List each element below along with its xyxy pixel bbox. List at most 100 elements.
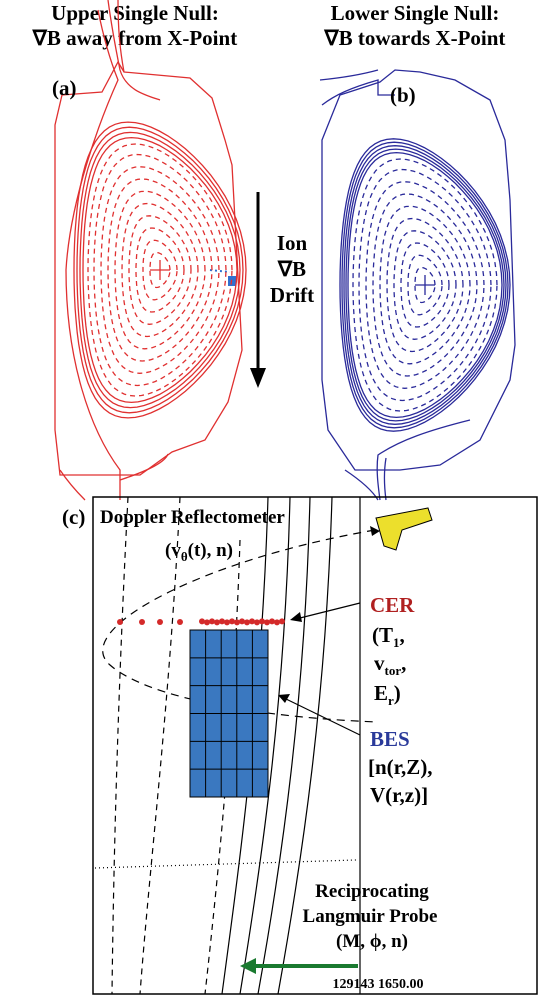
bes-arrow bbox=[283, 697, 361, 736]
flux-surface-dashed bbox=[365, 181, 485, 389]
text-part: (T bbox=[372, 623, 393, 647]
vessel-wall bbox=[321, 69, 516, 471]
cer-dot bbox=[279, 618, 285, 625]
flux-dashed bbox=[111, 496, 129, 995]
text-part: (v bbox=[165, 540, 181, 561]
cer-dot bbox=[244, 619, 250, 626]
flux-surface-dashed bbox=[100, 166, 220, 374]
panel-c-plot bbox=[94, 496, 379, 995]
flux-surface bbox=[73, 121, 247, 419]
panel-b-label: (b) bbox=[390, 83, 416, 107]
doppler-title: Doppler Reflectometer bbox=[100, 507, 285, 528]
drift-label: Drift bbox=[270, 283, 314, 307]
flux-dashed bbox=[139, 496, 181, 995]
cer-dot bbox=[199, 618, 205, 625]
panel-b-title: Lower Single Null: bbox=[331, 1, 500, 25]
probe-line: Reciprocating bbox=[315, 881, 429, 902]
flux-surface bbox=[79, 131, 241, 409]
shot-number: 129143 1650.00 bbox=[333, 977, 424, 992]
panel-c-label: (c) bbox=[62, 505, 85, 529]
cer-chords bbox=[117, 618, 285, 626]
cer-dot bbox=[249, 618, 255, 625]
flux-solid bbox=[277, 496, 333, 995]
flux-surface-dashed bbox=[407, 254, 443, 316]
cer-dot bbox=[254, 619, 260, 626]
flux-surface-dashed bbox=[93, 153, 227, 387]
cer-dot bbox=[234, 619, 240, 626]
text-part: , bbox=[401, 651, 406, 675]
panel-b-subtitle: ∇B towards X-Point bbox=[324, 26, 506, 50]
cer-dot bbox=[269, 618, 275, 625]
flux-surface-dashed bbox=[386, 217, 464, 353]
subscript: θ bbox=[181, 549, 188, 564]
flux-surface-dashed bbox=[87, 143, 233, 397]
cer-dot bbox=[204, 619, 210, 626]
flux-surface bbox=[82, 136, 238, 404]
flux-surface-dashed bbox=[128, 215, 192, 325]
cer-dot bbox=[229, 618, 235, 625]
flux-surface bbox=[339, 138, 511, 432]
panel-a-plot bbox=[54, 0, 247, 501]
subscript: 1 bbox=[393, 635, 400, 650]
probe-line: Langmuir Probe bbox=[303, 906, 438, 927]
divertor-leg bbox=[117, 0, 125, 73]
bes-line: [n(r,Z), bbox=[368, 755, 433, 779]
flux-line bbox=[65, 9, 121, 500]
cer-dot bbox=[209, 618, 215, 625]
flux-line bbox=[321, 79, 395, 106]
cer-line: vtor, bbox=[374, 651, 406, 678]
flux-line bbox=[119, 453, 169, 481]
flux-solid bbox=[239, 496, 291, 995]
flux-surface-dashed bbox=[352, 158, 498, 412]
subscript: r bbox=[388, 693, 394, 708]
flux-surface-dashed bbox=[379, 205, 471, 365]
doppler-measures: (vθ(t), n) bbox=[165, 540, 233, 564]
flux-surface bbox=[76, 126, 244, 414]
cer-dot bbox=[117, 619, 123, 625]
cer-dot bbox=[214, 619, 220, 626]
flux-solid bbox=[257, 496, 311, 995]
arrowhead bbox=[290, 612, 302, 622]
cer-line: Er) bbox=[374, 681, 401, 708]
flux-surface-dashed bbox=[358, 168, 492, 402]
text-part: (t), n) bbox=[188, 540, 233, 561]
bes-line: V(r,z)] bbox=[370, 783, 428, 807]
reflectometer-horn bbox=[375, 507, 433, 551]
flux-surface-dashed bbox=[372, 193, 478, 377]
flux-surface-dashed bbox=[107, 178, 213, 362]
cer-dot bbox=[259, 618, 265, 625]
drift-arrowhead bbox=[250, 368, 266, 388]
panel-c-frame bbox=[92, 496, 538, 995]
bes-name: BES bbox=[370, 727, 410, 751]
probe-arrowhead bbox=[240, 958, 256, 974]
cer-arrow bbox=[295, 602, 361, 620]
panel-b-plot bbox=[319, 69, 516, 501]
text-part: E bbox=[374, 681, 388, 705]
drift-label: ∇B bbox=[277, 257, 306, 281]
cer-dot bbox=[157, 619, 163, 625]
flux-surface-dashed bbox=[393, 230, 457, 340]
flux-line bbox=[319, 69, 379, 81]
cer-dot bbox=[177, 619, 183, 625]
flux-surface-dashed bbox=[142, 239, 178, 301]
doppler-beam bbox=[102, 529, 379, 723]
cer-dot bbox=[274, 619, 280, 626]
cer-line: (T1, bbox=[372, 623, 405, 650]
flux-surface bbox=[343, 145, 507, 425]
bes-array bbox=[189, 629, 269, 798]
flux-surface bbox=[345, 148, 505, 422]
midplane-line bbox=[94, 859, 357, 869]
cer-name: CER bbox=[370, 593, 415, 617]
subscript: tor bbox=[385, 663, 402, 678]
divertor-leg bbox=[344, 469, 379, 501]
arrowhead bbox=[278, 694, 290, 703]
probe-line: (M, ϕ, n) bbox=[336, 931, 408, 952]
panel-a-title: Upper Single Null: bbox=[51, 1, 219, 25]
text-part: , bbox=[400, 623, 405, 647]
cer-dot bbox=[219, 618, 225, 625]
arrowhead bbox=[370, 526, 380, 536]
flux-surface-dashed bbox=[114, 190, 206, 350]
cer-dot bbox=[239, 618, 245, 625]
panel-a-label: (a) bbox=[52, 76, 77, 100]
